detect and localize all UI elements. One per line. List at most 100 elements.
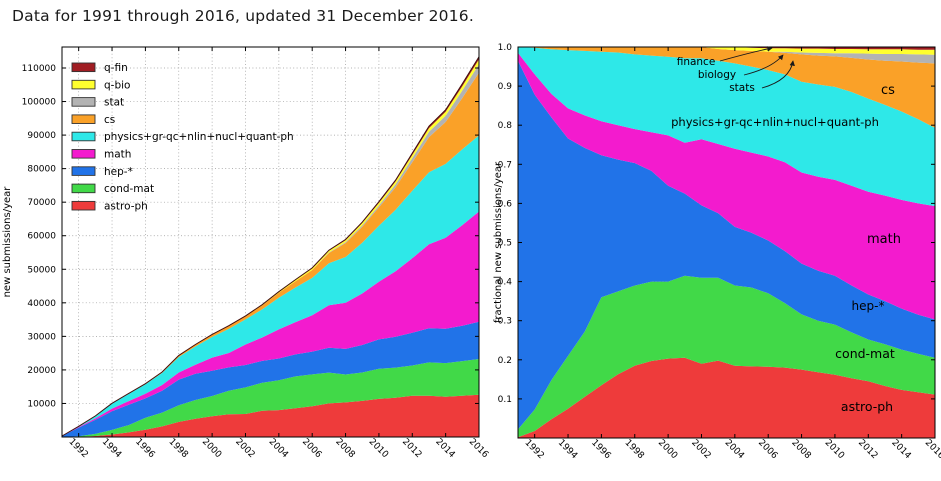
area-hep-* [62, 321, 479, 437]
legend-label: q-fin [104, 62, 128, 74]
y-tick-label: 110000 [22, 64, 57, 74]
x-tick-label: 2014 [433, 437, 456, 460]
y-tick-label: 0.1 [498, 395, 512, 405]
legend-label: stat [104, 97, 124, 109]
y-tick-label: 0.7 [498, 160, 512, 170]
legend-swatch-cs [71, 114, 96, 124]
y-tick-label: 50000 [27, 265, 56, 275]
x-tick-label: 1996 [133, 437, 156, 460]
region-label-physics+gr-q: physics+gr-qc+nlin+nucl+quant-ph [671, 115, 879, 129]
y-axis-label: new submissions/year [2, 186, 13, 298]
area-math [518, 52, 935, 320]
legend-label: astro-ph [104, 200, 148, 212]
legend-swatch-hep-* [71, 166, 96, 176]
x-tick-label: 2012 [400, 437, 423, 460]
x-tick-label: 2016 [467, 437, 490, 460]
legend-label: cs [104, 114, 115, 126]
area-math [62, 211, 479, 436]
x-tick-label: 2000 [200, 437, 223, 460]
x-tick-label: 2002 [689, 438, 712, 461]
y-tick-label: 0.2 [498, 356, 512, 366]
area-cond-mat [62, 359, 479, 437]
legend-item-cs: cs [71, 114, 115, 126]
area-stat [518, 47, 935, 64]
axes-frame [61, 46, 480, 438]
x-tick-label: 2006 [756, 438, 779, 461]
y-tick-label: 0.6 [498, 199, 513, 209]
x-tick-label: 2002 [233, 437, 256, 460]
stack-top-line [61, 56, 480, 437]
annotation-label: finance [677, 56, 716, 68]
area-hep-* [518, 60, 935, 430]
legend-item-cond-mat: cond-mat [71, 183, 154, 195]
y-tick-label: 0.4 [498, 278, 513, 288]
legend-label: physics+gr-qc+nlin+nucl+quant-ph [104, 131, 294, 143]
y-tick-label: 0.8 [498, 121, 513, 131]
annotation-label: stats [729, 82, 755, 94]
left-chart: 1992 1994 1996 1998 2000 2002 2004 2006 2008 2010… [2, 46, 490, 460]
area-q-bio [518, 47, 935, 55]
y-tick-label: 10000 [27, 399, 56, 409]
legend-swatch-physics+gr-qc+nlin+nucl+quant-ph [71, 131, 96, 142]
legend-label: q-bio [104, 79, 130, 91]
x-tick-label: 1992 [66, 437, 89, 460]
x-tick-label: 2010 [367, 437, 390, 460]
x-tick-label: 1996 [589, 438, 612, 461]
legend-label: hep-* [104, 166, 133, 178]
y-tick-label: 1.0 [498, 43, 513, 53]
x-tick-label: 2008 [789, 438, 812, 461]
area-physics+gr-qc+nlin+nucl+quant-ph [518, 47, 935, 207]
right-chart: 1992 1994 1996 1998 2000 2002 2004 2006 2008 2010… [493, 43, 941, 461]
x-tick-label: 1992 [522, 438, 545, 461]
y-tick-label: 20000 [27, 366, 56, 376]
legend-swatch-stat [71, 97, 96, 107]
annotation-label: biology [698, 69, 736, 81]
region-label-hep-*: hep-* [852, 299, 885, 313]
region-label-cs: cs [881, 83, 895, 98]
x-tick-label: 2012 [856, 438, 879, 461]
area-cond-mat [518, 275, 935, 438]
annotation-arrow [761, 60, 795, 89]
region-label-cond-mat: cond-mat [835, 346, 895, 361]
x-tick-label: 2010 [823, 438, 846, 461]
annotation-biology: biology [698, 54, 784, 81]
legend-swatch-astro-ph [71, 200, 96, 211]
area-astro-ph [518, 357, 935, 438]
legend-item-q-fin: q-fin [71, 62, 128, 74]
legend-label: math [104, 149, 131, 161]
y-axis-label: fractional new submissions/year [493, 161, 504, 323]
region-label-math: math [867, 232, 901, 247]
x-tick-label: 2016 [923, 438, 941, 461]
region-label-astro-ph: astro-ph [841, 399, 893, 414]
y-tick-label: 100000 [22, 98, 57, 108]
legend-item-q-bio: q-bio [71, 79, 130, 91]
legend-swatch-q-bio [71, 79, 96, 90]
annotation-arrow [743, 54, 784, 76]
x-tick-label: 2004 [267, 437, 290, 460]
y-tick-label: 40000 [27, 299, 56, 309]
x-tick-label: 2004 [723, 438, 746, 461]
legend-swatch-math [71, 149, 96, 159]
x-tick-label: 2008 [333, 437, 356, 460]
legend-label: cond-mat [104, 183, 154, 195]
y-tick-label: 0.5 [498, 239, 512, 249]
x-tick-label: 1994 [100, 437, 123, 460]
annotation-arrow [719, 46, 773, 62]
x-tick-label: 1994 [556, 438, 579, 461]
x-tick-label: 2006 [300, 437, 323, 460]
area-cs [518, 47, 935, 128]
y-tick-label: 70000 [27, 198, 56, 208]
y-tick-label: 30000 [27, 332, 56, 342]
legend-item-physics+gr-qc+nlin+nucl+quant-ph: physics+gr-qc+nlin+nucl+quant-ph [71, 131, 294, 143]
legend-item-hep-*: hep-* [71, 166, 133, 178]
legend-swatch-cond-mat [71, 183, 96, 194]
figure-caption: Data for 1991 through 2016, updated 31 D… [12, 7, 474, 25]
y-tick-label: 0.9 [498, 82, 513, 92]
y-tick-label: 90000 [27, 131, 56, 141]
area-astro-ph [62, 394, 479, 437]
legend: q-fin q-bio stat cs physics+gr-qc+nlin+nucl+… [71, 62, 294, 212]
legend-swatch-q-fin [71, 62, 96, 73]
x-tick-label: 1998 [167, 437, 190, 460]
